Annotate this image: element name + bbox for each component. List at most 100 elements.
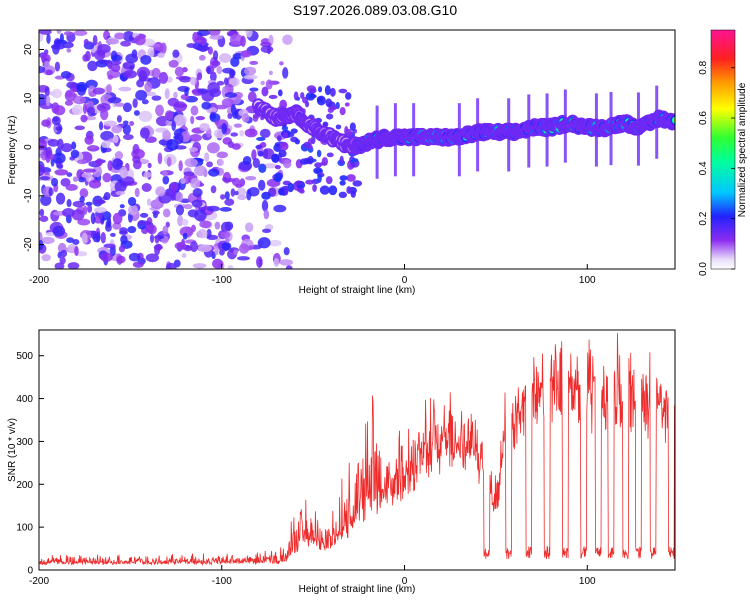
spectrogram-speckle <box>349 122 356 132</box>
spectrogram-noise-blob <box>164 88 170 100</box>
spectrogram-noise-blob <box>240 35 246 47</box>
spectrogram-noise-blob <box>134 34 146 46</box>
spectrogram-noise-blob <box>72 176 79 182</box>
spectrogram-noise-blob <box>184 158 198 168</box>
spectrogram-streak <box>507 98 511 172</box>
spectrogram-speckle <box>317 173 322 183</box>
spectrogram-noise-blob <box>206 142 220 154</box>
spectrogram-ridge-layer <box>252 85 675 179</box>
spectrogram-speckle <box>283 185 289 196</box>
spectrogram-speckle <box>344 102 350 107</box>
spectrogram-noise-blob <box>100 252 113 262</box>
spectrogram-noise-blob <box>179 226 194 237</box>
spectrogram-noise-blob <box>136 79 145 88</box>
spectrogram-noise-blob <box>66 237 75 243</box>
spectrogram-noise-blob <box>139 212 149 218</box>
colorbar-tick-label: 0.8 <box>698 60 709 74</box>
spectrogram-noise-blob <box>114 102 125 107</box>
spectrogram-noise-blob <box>190 105 199 116</box>
spectrogram-noise-blob <box>182 232 188 240</box>
spectrogram-noise-blob <box>209 112 217 120</box>
spectrogram-noise-blob <box>191 199 203 208</box>
spectrogram-noise-blob <box>230 56 240 68</box>
spectrogram-noise-blob <box>39 176 51 181</box>
spectrogram-noise-blob <box>188 133 203 142</box>
spectrogram-noise-blob <box>173 91 178 99</box>
spectrogram-noise-blob <box>157 52 165 58</box>
spectrogram-noise-blob <box>74 245 79 257</box>
spectrogram-noise-blob <box>70 149 80 159</box>
spectrogram-noise-blob <box>194 165 207 176</box>
spectrogram-noise-blob <box>194 36 207 45</box>
spectrogram-noise-blob <box>230 132 239 137</box>
spectrogram-noise-blob <box>115 190 126 196</box>
spectrogram-noise-blob <box>154 235 160 244</box>
spectrogram-noise-blob <box>236 187 247 197</box>
spectrogram-noise-blob <box>83 205 88 215</box>
spectrogram-noise-blob <box>54 61 61 72</box>
spectrogram-noise-blob <box>222 176 228 182</box>
spectrogram-noise-blob <box>221 123 227 135</box>
spectrogram-noise-blob <box>125 53 139 64</box>
colorbar-tick-label: 0.2 <box>698 211 709 225</box>
spectrogram-noise-blob <box>45 69 53 76</box>
spectrogram-noise-blob <box>147 48 155 58</box>
spectrogram-speckle <box>329 87 336 97</box>
spectrogram-noise-blob <box>181 252 187 258</box>
spectrogram-noise-blob <box>258 179 266 191</box>
spectrogram-noise-blob <box>221 98 234 108</box>
colorbar-ticks: 0.0 0.2 0.4 0.6 0.8 <box>698 60 735 276</box>
colorbar-tick-label: 0.4 <box>698 161 709 175</box>
snr-x-tick-label: 100 <box>579 576 596 587</box>
spectrogram-noise-blob <box>157 152 163 165</box>
spectrogram-speckle <box>303 141 311 148</box>
spectrogram-noise-blob <box>105 38 119 45</box>
spectrogram-noise-blob <box>204 152 210 162</box>
spectrogram-noise-blob <box>71 209 85 221</box>
spectrogram-noise-blob <box>206 66 211 75</box>
spectrogram-noise-blob <box>112 134 119 144</box>
spectrogram-x-tick-label: 0 <box>402 275 408 286</box>
spectrogram-noise-blob <box>85 79 98 89</box>
spectrogram-speckle <box>325 113 334 120</box>
spectrogram-speckle <box>338 191 348 199</box>
spectrogram-noise-blob <box>192 187 203 198</box>
spectrogram-noise-blob <box>209 34 223 40</box>
spectrogram-noise-blob <box>223 77 229 86</box>
spectrogram-speckle <box>316 95 326 106</box>
spectrogram-speckle <box>257 150 264 157</box>
spectrogram-noise-blob <box>56 163 64 169</box>
spectrogram-noise-blob <box>201 101 212 110</box>
spectrogram-noise-blob <box>249 60 259 65</box>
spectrogram-noise-blob <box>227 113 233 120</box>
spectrogram-noise-blob <box>261 199 269 212</box>
spectrogram-noise-blob <box>197 88 209 94</box>
spectrogram-x-tick-label: -100 <box>212 275 232 286</box>
spectrogram-speckle <box>274 172 283 181</box>
spectrogram-noise-blob <box>184 87 189 96</box>
spectrogram-noise-blob <box>92 35 98 46</box>
spectrogram-noise-blob <box>52 225 66 237</box>
spectrogram-speckle <box>319 185 330 195</box>
spectrogram-noise-blob <box>221 241 232 251</box>
spectrogram-noise-blob <box>118 86 132 92</box>
spectrogram-streak <box>545 93 549 167</box>
spectrogram-noise-blob <box>190 115 195 125</box>
snr-x-tick-label: -100 <box>212 576 232 587</box>
spectrogram-noise-blob <box>122 30 135 42</box>
spectrogram-noise-blob <box>195 45 210 52</box>
spectrogram-noise-blob <box>45 95 51 107</box>
spectrogram-noise-blob <box>208 168 220 177</box>
spectrogram-noise-blob <box>186 43 197 48</box>
spectrogram-y-tick-label: 0 <box>23 144 34 150</box>
colorbar-gradient <box>711 30 735 269</box>
spectrogram-speckle <box>351 158 359 163</box>
spectrogram-noise-blob <box>229 33 244 45</box>
spectrogram-speckle <box>290 128 298 134</box>
spectrogram-x-tick-label: -200 <box>29 275 49 286</box>
spectrogram-speckle <box>287 182 295 193</box>
spectrogram-noise-blob <box>162 208 171 218</box>
colorbar-tick-label: 0.0 <box>698 262 709 276</box>
spectrogram-speckle <box>339 180 346 186</box>
spectrogram-noise-blob <box>166 190 175 196</box>
